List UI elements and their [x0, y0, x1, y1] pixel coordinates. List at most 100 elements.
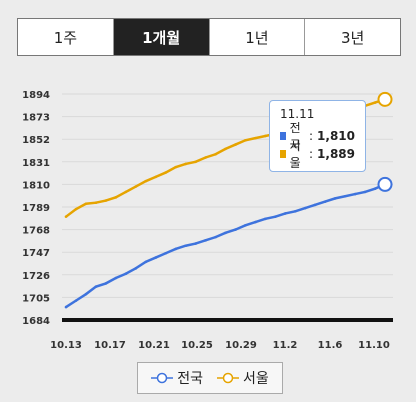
data-point — [184, 244, 187, 248]
seoul-swatch — [280, 150, 286, 158]
period-tabs: 1주 1개월 1년 3년 — [17, 18, 401, 56]
data-point — [94, 201, 98, 204]
data-point — [363, 190, 367, 194]
x-axis-ticks: 10.13 10.17 10.21 10.25 10.29 11.2 11.6 11.10 — [50, 340, 390, 351]
y-tick-label: 1726 — [22, 271, 50, 282]
data-point — [64, 305, 68, 309]
data-point — [264, 134, 267, 138]
legend-seoul-label: 서울 — [243, 371, 269, 387]
national-legend-icon — [151, 372, 174, 384]
data-point — [214, 235, 217, 239]
data-point — [194, 242, 197, 245]
series-line-national — [65, 183, 386, 309]
data-point — [154, 256, 158, 259]
data-point — [204, 239, 207, 242]
data-point — [353, 192, 357, 196]
data-point — [244, 138, 247, 142]
data-point — [284, 212, 287, 215]
x-tick-label: 10.25 — [181, 340, 213, 351]
data-point — [214, 152, 217, 156]
y-tick-label: 1810 — [22, 180, 50, 191]
legend: 전국 서울 — [137, 362, 283, 394]
data-point — [174, 165, 177, 169]
data-point — [293, 210, 297, 213]
data-point — [144, 179, 148, 183]
data-point — [134, 267, 138, 270]
tooltip-national-value: 1,810 — [317, 129, 355, 143]
data-point — [124, 190, 128, 194]
y-axis-ticks: 1684 1705 1726 1747 1768 1789 1810 1831 1852 1873… — [22, 90, 50, 327]
data-point — [84, 202, 88, 206]
data-point — [174, 247, 177, 251]
data-point — [74, 299, 78, 302]
national-swatch — [280, 132, 286, 140]
data-point — [134, 185, 138, 188]
data-point — [343, 194, 347, 198]
data-point — [264, 217, 267, 221]
tooltip-date: 11.11 — [280, 107, 315, 121]
y-tick-label: 1831 — [22, 158, 50, 169]
seoul-legend-icon — [217, 372, 239, 384]
data-point — [254, 220, 257, 224]
data-point — [373, 101, 377, 104]
legend-national-label: 전국 — [177, 371, 203, 387]
y-tick-label: 1705 — [22, 293, 50, 304]
data-point — [224, 231, 227, 235]
data-point — [234, 143, 237, 146]
data-point — [333, 197, 337, 200]
data-point — [194, 160, 197, 164]
legend-item-seoul[interactable]: 서울 — [217, 368, 269, 388]
y-tick-label: 1747 — [22, 248, 50, 259]
tab-3-year[interactable]: 3년 — [340, 28, 365, 47]
y-tick-label: 1894 — [22, 90, 50, 101]
data-point — [64, 215, 68, 218]
tooltip-row-seoul: 서울 : 1,889 — [280, 139, 355, 170]
data-point — [124, 272, 128, 276]
highlight-marker[interactable] — [377, 91, 393, 107]
highlight-marker[interactable] — [377, 176, 393, 192]
data-point — [303, 206, 307, 210]
data-point — [274, 215, 277, 218]
data-point — [104, 282, 108, 285]
data-point — [373, 187, 377, 191]
legend-item-national[interactable]: 전국 — [151, 368, 203, 388]
data-point — [224, 147, 227, 151]
x-tick-label: 10.21 — [138, 340, 170, 351]
tooltip-row-national: 전국 : 1,810 — [280, 121, 355, 152]
tab-1-week[interactable]: 1주 — [18, 19, 114, 55]
y-tick-label: 1873 — [22, 113, 50, 124]
data-point — [254, 136, 257, 140]
x-tick-label: 10.13 — [50, 340, 82, 351]
data-point — [234, 228, 237, 231]
y-tick-label: 1852 — [22, 135, 50, 146]
data-point — [84, 292, 88, 296]
x-tick-label: 10.29 — [225, 340, 257, 351]
data-point — [244, 223, 247, 227]
data-point — [144, 260, 148, 264]
y-tick-label: 1789 — [22, 203, 50, 214]
data-point — [114, 196, 118, 199]
data-point — [154, 175, 158, 179]
data-point — [114, 276, 118, 280]
tab-1-month[interactable]: 1개월 — [113, 19, 210, 55]
y-tick-label: 1768 — [22, 226, 50, 237]
data-point — [204, 156, 207, 159]
tooltip-seoul-value: 1,889 — [317, 147, 355, 161]
x-tick-label: 11.6 — [318, 340, 343, 351]
data-point — [74, 207, 78, 211]
x-tick-label: 10.17 — [94, 340, 126, 351]
data-point — [164, 171, 167, 174]
data-point — [313, 203, 317, 207]
data-point — [104, 199, 108, 202]
x-tick-label: 11.10 — [358, 340, 390, 351]
tooltip-seoul-label: 서울 — [289, 139, 301, 170]
data-point — [323, 200, 327, 203]
data-point — [164, 251, 167, 255]
data-point — [184, 162, 187, 166]
x-tick-label: 11.2 — [273, 340, 298, 351]
tooltip: 11.11 전국 : 1,810 서울 : 1,889 — [269, 100, 366, 172]
tooltip-national-label: 전국 — [289, 121, 301, 152]
y-tick-label: 1684 — [22, 316, 50, 327]
tab-1-year[interactable]: 1년 — [210, 19, 306, 55]
